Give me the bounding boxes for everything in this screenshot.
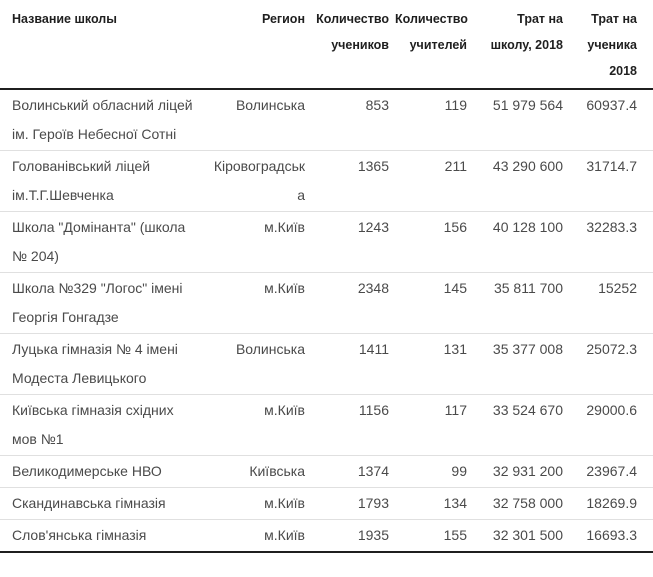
- cell-school-name: Луцька гімназія № 4 імені Модеста Левиць…: [0, 333, 200, 395]
- table-row: Школа №329 "Логос" імені Георгія Гонгадз…: [0, 272, 653, 334]
- cell-per-student-spend: 60937.4: [563, 89, 653, 151]
- cell-teachers: 131: [389, 333, 467, 395]
- cell-per-student-spend: 16693.3: [563, 519, 653, 553]
- col-header-school-name[interactable]: Название школы: [0, 0, 200, 90]
- cell-school-spend: 33 524 670: [467, 394, 563, 456]
- table-row: Волинський обласний ліцей ім. Героїв Неб…: [0, 89, 653, 151]
- cell-region: Київська: [200, 455, 305, 488]
- cell-teachers: 119: [389, 89, 467, 151]
- cell-school-name: Школа №329 "Логос" імені Георгія Гонгадз…: [0, 272, 200, 334]
- cell-teachers: 134: [389, 487, 467, 520]
- cell-region: Волинська: [200, 333, 305, 395]
- cell-school-spend: 35 377 008: [467, 333, 563, 395]
- cell-students: 1374: [305, 455, 389, 488]
- cell-school-name: Скандинавська гімназія: [0, 487, 200, 520]
- cell-school-spend: 40 128 100: [467, 211, 563, 273]
- cell-per-student-spend: 31714.7: [563, 150, 653, 212]
- cell-school-name: Волинський обласний ліцей ім. Героїв Неб…: [0, 89, 200, 151]
- table-header: Название школы Регион Количество ученико…: [0, 0, 653, 90]
- col-header-teachers-count[interactable]: Количество учителей: [389, 0, 468, 90]
- table-row: Скандинавська гімназія м.Київ 1793 134 3…: [0, 487, 653, 520]
- cell-teachers: 99: [389, 455, 467, 488]
- cell-teachers: 117: [389, 394, 467, 456]
- cell-region: м.Київ: [200, 519, 305, 553]
- table-body: Волинський обласний ліцей ім. Героїв Неб…: [0, 89, 653, 553]
- cell-per-student-spend: 15252: [563, 272, 653, 334]
- cell-school-name: Великодимерське НВО: [0, 455, 200, 488]
- cell-region: м.Київ: [200, 394, 305, 456]
- col-header-per-student-spend-2018[interactable]: Трат на ученика 2018: [563, 0, 653, 90]
- cell-teachers: 156: [389, 211, 467, 273]
- col-header-school-spend-2018[interactable]: Трат на школу, 2018: [467, 0, 563, 90]
- cell-per-student-spend: 18269.9: [563, 487, 653, 520]
- table-row: Школа "Домінанта" (школа № 204) м.Київ 1…: [0, 211, 653, 273]
- cell-teachers: 155: [389, 519, 467, 553]
- cell-teachers: 145: [389, 272, 467, 334]
- schools-table-container: Название школы Регион Количество ученико…: [0, 0, 653, 553]
- cell-students: 2348: [305, 272, 389, 334]
- cell-per-student-spend: 23967.4: [563, 455, 653, 488]
- col-header-students-count[interactable]: Количество учеников: [305, 0, 389, 90]
- cell-school-spend: 32 758 000: [467, 487, 563, 520]
- cell-students: 1935: [305, 519, 389, 553]
- table-row: Голованівський ліцей ім.Т.Г.Шевченка Кір…: [0, 150, 653, 212]
- cell-school-name: Київська гімназія східних мов №1: [0, 394, 200, 456]
- table-row: Слов'янська гімназія м.Київ 1935 155 32 …: [0, 519, 653, 553]
- cell-school-spend: 32 931 200: [467, 455, 563, 488]
- cell-teachers: 211: [389, 150, 467, 212]
- cell-per-student-spend: 32283.3: [563, 211, 653, 273]
- cell-school-spend: 43 290 600: [467, 150, 563, 212]
- cell-students: 1411: [305, 333, 389, 395]
- header-row: Название школы Регион Количество ученико…: [0, 0, 653, 90]
- cell-region: м.Київ: [200, 487, 305, 520]
- cell-region: м.Київ: [200, 272, 305, 334]
- cell-school-name: Голованівський ліцей ім.Т.Г.Шевченка: [0, 150, 200, 212]
- cell-school-spend: 51 979 564: [467, 89, 563, 151]
- col-header-region[interactable]: Регион: [200, 0, 305, 90]
- cell-students: 1365: [305, 150, 389, 212]
- table-row: Луцька гімназія № 4 імені Модеста Левиць…: [0, 333, 653, 395]
- cell-students: 1793: [305, 487, 389, 520]
- cell-school-name: Школа "Домінанта" (школа № 204): [0, 211, 200, 273]
- cell-school-spend: 32 301 500: [467, 519, 563, 553]
- cell-school-name: Слов'янська гімназія: [0, 519, 200, 553]
- cell-region: Кіровоградська: [200, 150, 305, 212]
- cell-students: 853: [305, 89, 389, 151]
- table-row: Великодимерське НВО Київська 1374 99 32 …: [0, 455, 653, 488]
- cell-per-student-spend: 29000.6: [563, 394, 653, 456]
- table-row: Київська гімназія східних мов №1 м.Київ …: [0, 394, 653, 456]
- cell-students: 1156: [305, 394, 389, 456]
- cell-region: Волинська: [200, 89, 305, 151]
- schools-table: Название школы Регион Количество ученико…: [0, 0, 653, 553]
- cell-students: 1243: [305, 211, 389, 273]
- cell-school-spend: 35 811 700: [467, 272, 563, 334]
- cell-region: м.Київ: [200, 211, 305, 273]
- cell-per-student-spend: 25072.3: [563, 333, 653, 395]
